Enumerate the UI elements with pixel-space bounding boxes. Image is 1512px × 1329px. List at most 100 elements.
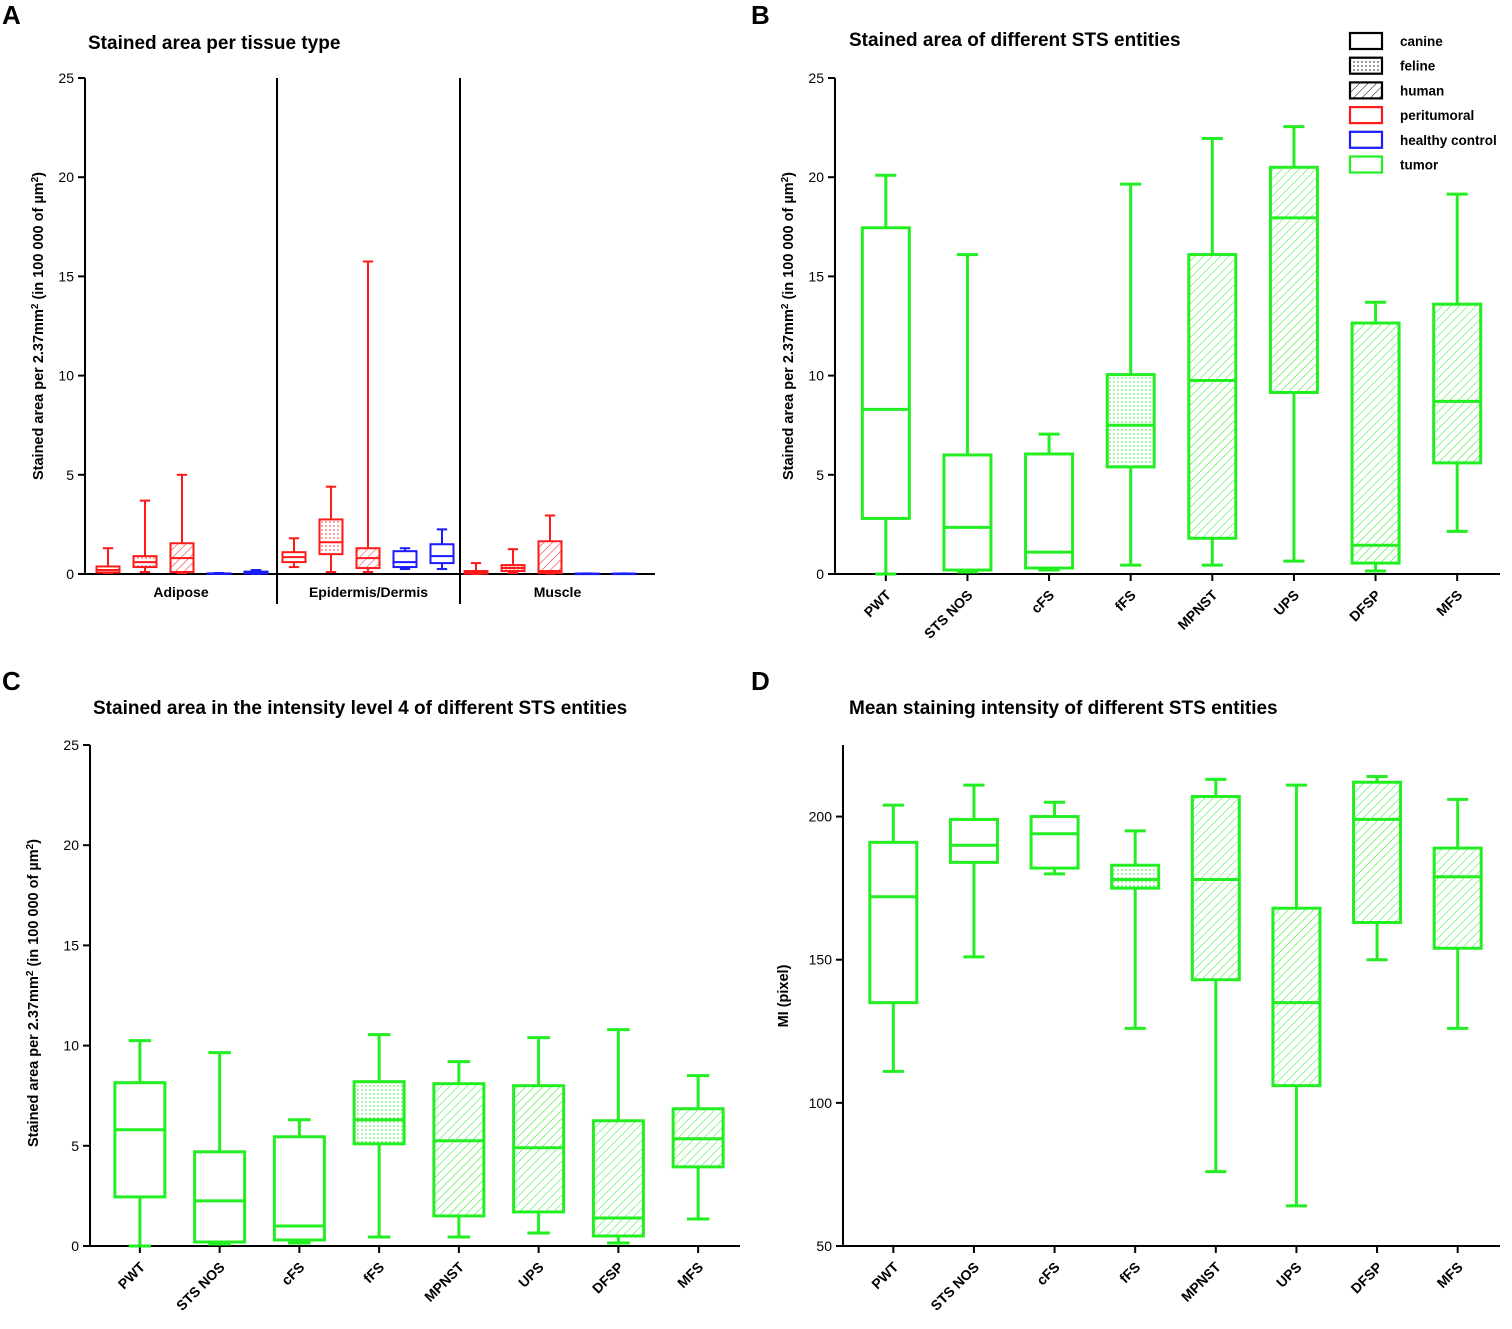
group-label-a-1: Epidermis/Dermis [309,584,428,600]
x-tick-label-d: STS NOS [927,1259,982,1314]
y-axis-label-b: Stained area per 2.37mm2 (in 100 000 of … [780,172,798,480]
y-tick-label-a: 10 [58,368,74,384]
box-c-0 [113,1081,167,1199]
box-b-1 [942,453,993,572]
panel-letter-c: C [2,666,21,696]
group-label-a-0: Adipose [153,584,208,600]
y-tick-label-d: 150 [809,952,833,968]
panel-c: C Stained area in the intensity level 4 … [2,666,740,1314]
x-tick-label-c: MPNST [421,1258,467,1304]
x-tick-label-c: DFSP [589,1259,627,1297]
chart-title-d: Mean staining intensity of different STS… [849,698,1278,719]
box-b-7 [1432,302,1483,465]
legend-swatch-5 [1348,155,1384,174]
box-d-5 [1271,906,1322,1088]
box-d-0 [868,840,919,1005]
x-tick-label-d: PWT [868,1258,902,1292]
x-tick-label-b: MPNST [1174,586,1220,632]
y-tick-label-d: 100 [809,1095,833,1111]
y-tick-label-d: 200 [809,809,833,825]
y-tick-label-c: 15 [63,937,79,953]
panel-a: A Stained area per tissue type 0 5 10 15 20 2… [2,0,655,604]
legend-swatch-3 [1348,105,1384,125]
legend-swatch-1 [1348,56,1384,75]
legend-swatch-2 [1348,81,1384,100]
x-tick-label-b: fFS [1112,587,1139,614]
box-d-2 [1029,815,1080,870]
x-tick-label-b: DFSP [1346,587,1384,625]
box-c-1 [193,1150,247,1244]
axes-c: 0 5 10 15 20 25 Stained area per 2.37mm2 (in 1… [25,737,740,1314]
y-tick-label-b: 0 [816,566,824,582]
panel-letter-d: D [751,666,770,696]
y-tick-label-c: 0 [71,1238,79,1254]
x-tick-label-c: fFS [360,1259,387,1286]
box-d-4 [1190,795,1241,982]
x-tick-label-c: PWT [115,1258,149,1292]
axes-b: 0 5 10 15 20 25 Stained area per 2.37mm2 (in 1… [780,70,1500,642]
legend-swatch-4 [1348,130,1384,149]
x-tick-label-c: STS NOS [173,1259,228,1314]
box-c-4 [432,1082,486,1218]
box-a-1-1 [318,518,344,556]
legend-label-5: tumor [1400,158,1439,173]
y-axis-label-c: Stained area per 2.37mm2 (in 100 000 of … [25,839,43,1147]
y-tick-label-a: 25 [58,70,74,86]
y-tick-label-c: 10 [63,1038,79,1054]
box-a-1-4 [429,543,455,565]
box-c-3 [352,1080,406,1146]
y-tick-label-c: 5 [71,1138,79,1154]
box-b-4 [1187,253,1238,540]
y-tick-label-a: 0 [66,566,74,582]
box-d-6 [1352,780,1403,924]
x-tick-label-b: STS NOS [921,587,976,642]
x-tick-label-c: cFS [278,1259,307,1288]
y-tick-label-b: 15 [808,268,824,284]
box-b-2 [1024,452,1075,570]
panel-b: B Stained area of different STS entities… [751,0,1500,642]
legend-label-0: canine [1400,34,1443,49]
panel-d: D Mean staining intensity of different S… [751,666,1500,1314]
chart-title-a: Stained area per tissue type [88,33,340,54]
box-d-7 [1432,846,1483,950]
y-tick-label-c: 20 [63,837,79,853]
x-tick-label-c: UPS [515,1259,547,1291]
y-tick-label-b: 10 [808,368,824,384]
group-label-a-2: Muscle [534,584,582,600]
chart-title-b: Stained area of different STS entities [849,30,1181,51]
box-d-1 [948,817,999,864]
panel-letter-b: B [751,0,770,30]
x-tick-label-b: UPS [1270,587,1302,619]
y-tick-label-d: 50 [816,1238,832,1254]
legend-label-3: peritumoral [1400,108,1474,123]
y-tick-label-c: 25 [63,737,79,753]
x-tick-label-d: UPS [1273,1259,1305,1291]
box-b-3 [1105,373,1156,469]
legend-label-2: human [1400,83,1444,98]
box-d-3 [1110,863,1161,890]
y-tick-label-a: 15 [58,268,74,284]
x-tick-label-d: MFS [1434,1259,1466,1291]
x-tick-label-b: MFS [1433,587,1465,619]
y-tick-label-b: 5 [816,467,824,483]
y-tick-label-b: 25 [808,70,824,86]
axes-d: 50 100 150 200 MI (pixel) PWT STS NOS cFS fFS MPN… [776,745,1500,1314]
panel-letter-a: A [2,0,21,30]
y-tick-label-a: 20 [58,169,74,185]
legend-label-1: feline [1400,59,1436,74]
axes-a: 0 5 10 15 20 25 Stained area per 2.37mm2 (in 1… [30,70,655,604]
box-b-5 [1268,165,1319,394]
x-tick-label-b: PWT [861,586,895,620]
x-tick-label-c: MFS [674,1259,706,1291]
x-tick-label-d: fFS [1116,1259,1143,1286]
x-tick-label-d: DFSP [1347,1259,1385,1297]
legend: canine feline human peritumoral healthy cont… [1348,31,1497,174]
y-tick-label-a: 5 [66,467,74,483]
y-tick-label-b: 20 [808,169,824,185]
x-tick-label-d: cFS [1033,1259,1062,1288]
x-tick-label-b: cFS [1028,587,1057,616]
legend-label-4: healthy control [1400,133,1497,148]
y-axis-label-a: Stained area per 2.37mm2 (in 100 000 of … [30,172,48,480]
y-axis-label-d: MI (pixel) [776,964,792,1027]
